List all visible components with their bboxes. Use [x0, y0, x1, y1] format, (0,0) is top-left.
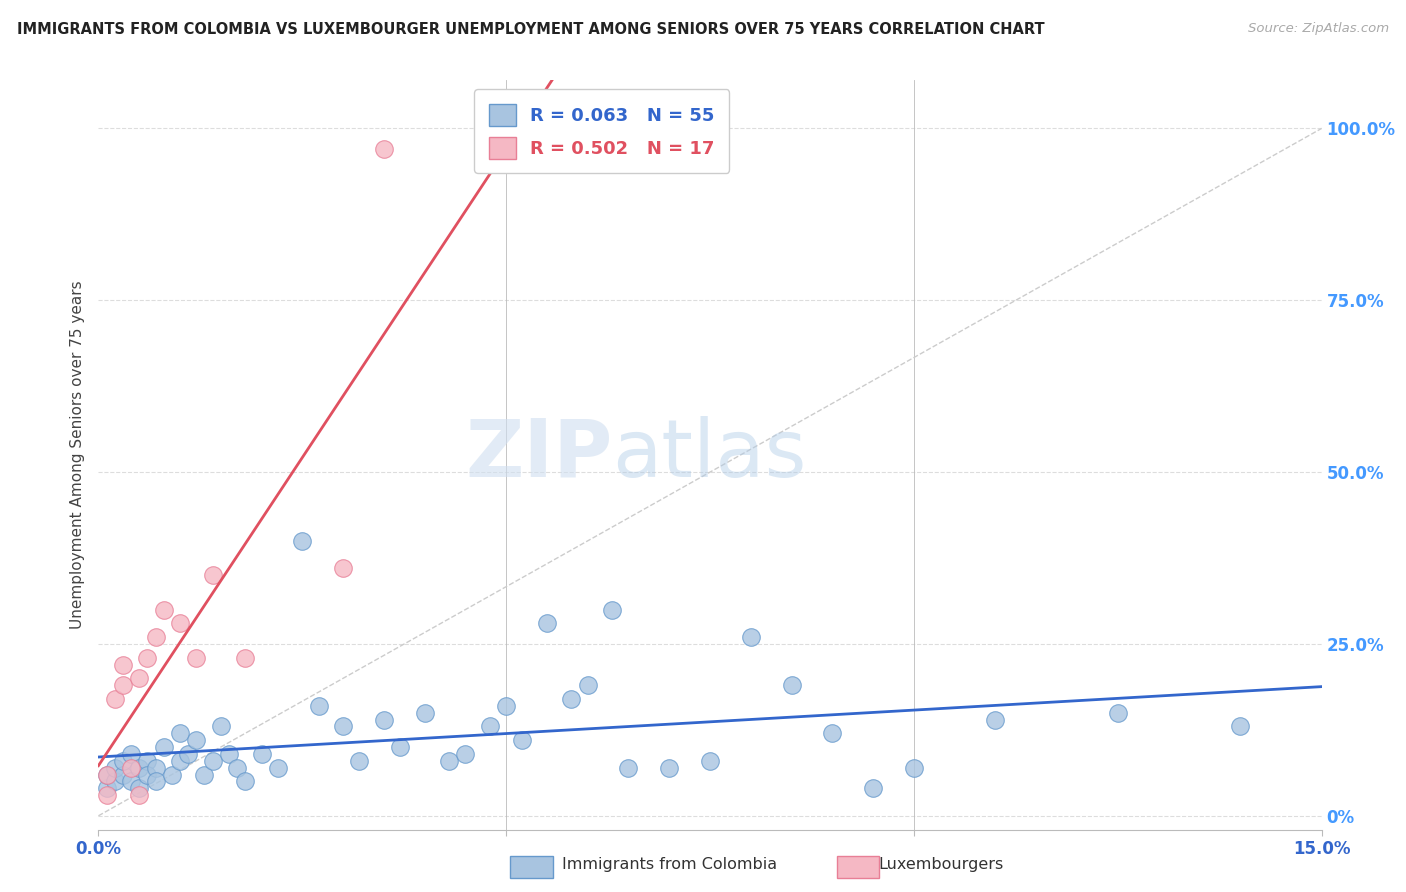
Point [349, 754, 371, 768]
Point [617, 761, 640, 775]
Text: Source: ZipAtlas.com: Source: ZipAtlas.com [1249, 22, 1389, 36]
Point [413, 706, 436, 720]
Point [160, 767, 183, 781]
Text: Luxembourgers: Luxembourgers [879, 857, 1004, 872]
Point [250, 747, 273, 761]
Point [201, 754, 224, 768]
Point [226, 761, 249, 775]
Point [96, 788, 118, 802]
Point [740, 630, 762, 644]
Point [145, 630, 167, 644]
Point [1107, 706, 1129, 720]
Legend: R = 0.063   N = 55, R = 0.502   N = 17: R = 0.063 N = 55, R = 0.502 N = 17 [474, 89, 730, 173]
Point [495, 698, 517, 713]
Point [862, 781, 884, 796]
Point [454, 747, 477, 761]
Y-axis label: Unemployment Among Seniors over 75 years: Unemployment Among Seniors over 75 years [70, 281, 86, 629]
Point [96, 767, 118, 781]
Point [576, 678, 599, 692]
Point [136, 754, 159, 768]
Point [120, 761, 142, 775]
Point [96, 767, 118, 781]
Point [169, 616, 191, 631]
Point [128, 761, 150, 775]
Point [111, 754, 134, 768]
Point [536, 616, 558, 631]
Point [218, 747, 240, 761]
Point [389, 740, 412, 755]
Point [821, 726, 844, 740]
Point [373, 713, 395, 727]
Point [152, 740, 174, 755]
Text: atlas: atlas [612, 416, 807, 494]
Point [699, 754, 721, 768]
Text: IMMIGRANTS FROM COLOMBIA VS LUXEMBOURGER UNEMPLOYMENT AMONG SENIORS OVER 75 YEAR: IMMIGRANTS FROM COLOMBIA VS LUXEMBOURGER… [17, 22, 1045, 37]
Point [233, 650, 256, 665]
Point [177, 747, 200, 761]
Point [373, 142, 395, 156]
Point [193, 767, 215, 781]
Point [267, 761, 290, 775]
Text: Immigrants from Colombia: Immigrants from Colombia [562, 857, 778, 872]
Point [136, 767, 159, 781]
Point [201, 568, 224, 582]
Point [111, 678, 134, 692]
Point [332, 719, 354, 733]
Point [308, 698, 330, 713]
Point [600, 602, 623, 616]
Point [152, 602, 174, 616]
Point [658, 761, 681, 775]
Point [169, 726, 191, 740]
Point [780, 678, 803, 692]
Point [145, 774, 167, 789]
Point [478, 719, 501, 733]
Point [128, 781, 150, 796]
Point [136, 650, 159, 665]
Text: ZIP: ZIP [465, 416, 612, 494]
Point [120, 747, 142, 761]
Point [96, 781, 118, 796]
Point [145, 761, 167, 775]
Point [128, 671, 150, 685]
Point [186, 650, 208, 665]
Point [209, 719, 232, 733]
Point [437, 754, 460, 768]
Point [128, 788, 150, 802]
Point [111, 657, 134, 672]
Point [233, 774, 256, 789]
Point [903, 761, 925, 775]
Point [120, 774, 142, 789]
Point [104, 692, 127, 706]
Point [984, 713, 1007, 727]
Point [1229, 719, 1251, 733]
Point [169, 754, 191, 768]
Point [512, 733, 534, 747]
Point [332, 561, 354, 575]
Point [104, 774, 127, 789]
Point [560, 692, 582, 706]
Point [104, 761, 127, 775]
Point [186, 733, 208, 747]
Point [291, 533, 314, 548]
Point [111, 767, 134, 781]
